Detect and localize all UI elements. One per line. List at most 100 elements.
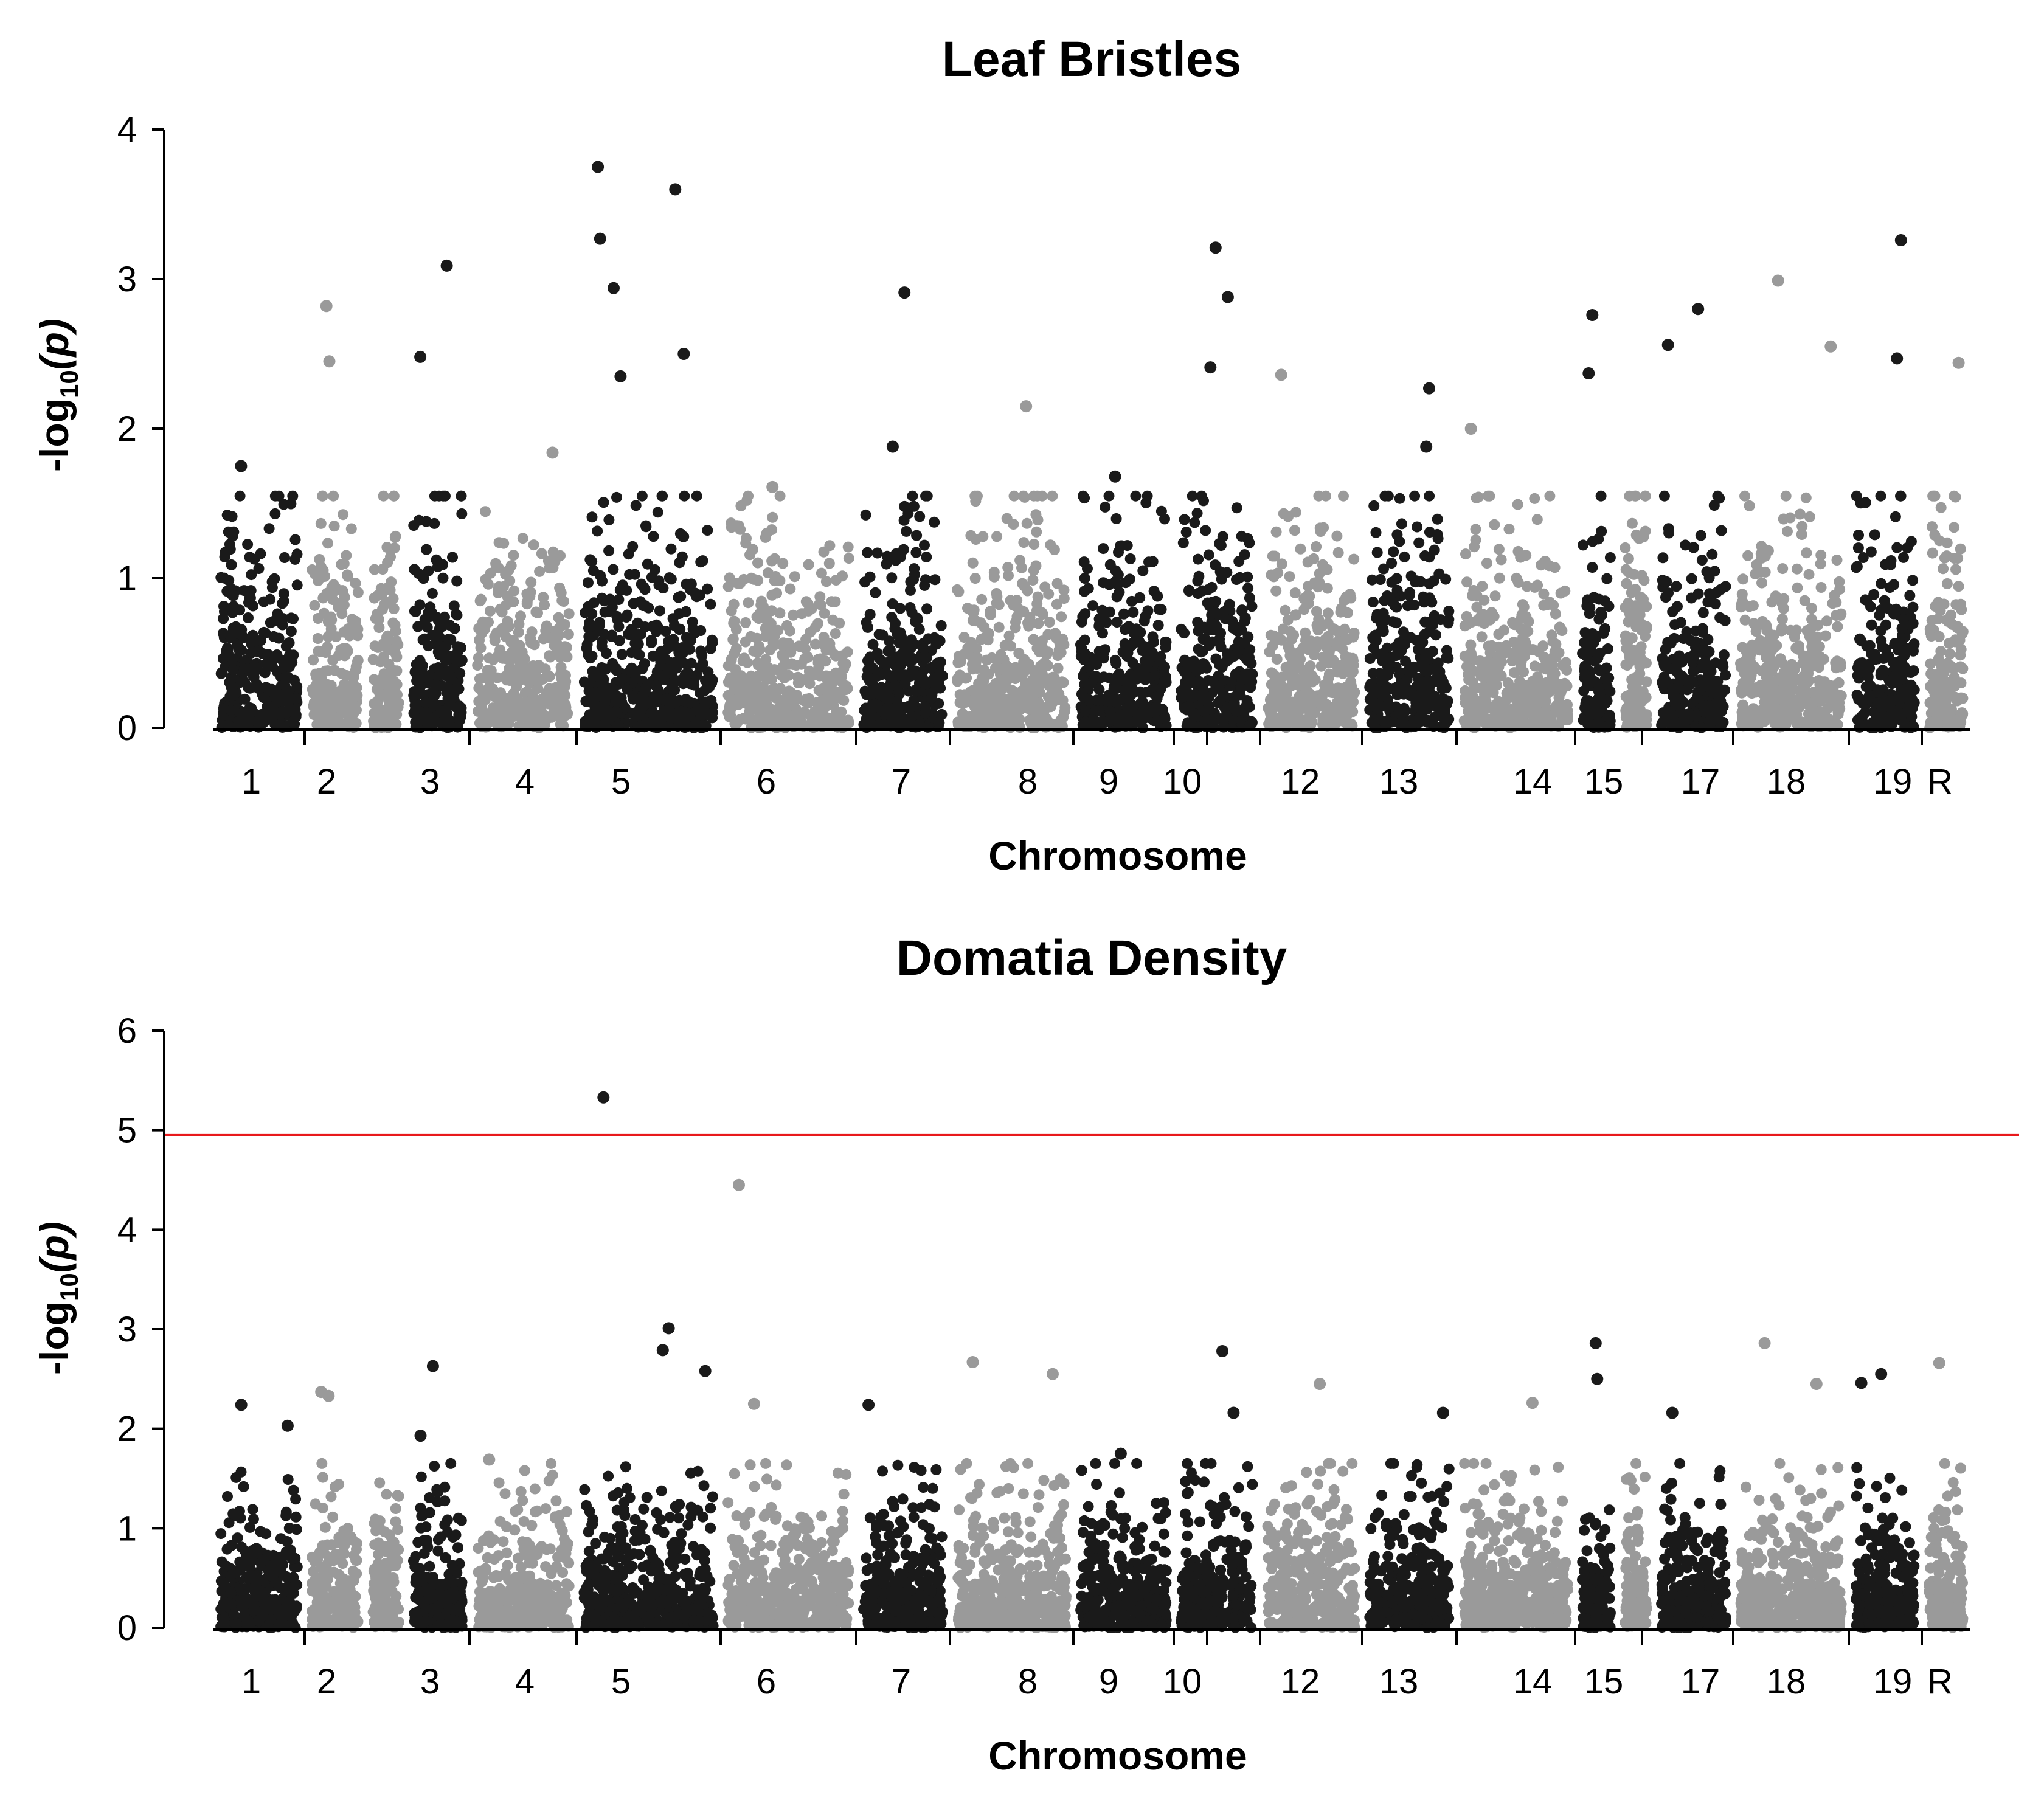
snp-point: [1378, 673, 1390, 685]
snp-point: [429, 517, 440, 529]
snp-point: [653, 579, 665, 590]
snp-point: [563, 608, 575, 620]
snp-point: [1673, 668, 1685, 680]
snp-point: [1719, 615, 1731, 626]
snp-point: [766, 605, 777, 617]
snp-point: [1322, 583, 1333, 594]
snp-point: [1411, 575, 1422, 587]
snp-point: [1518, 601, 1530, 613]
snp-point: [884, 656, 896, 667]
snp-point: [761, 674, 772, 685]
snp-point: [830, 628, 841, 639]
snp-point: [1716, 703, 1727, 714]
snp-point: [1179, 666, 1190, 677]
snp-point: [1590, 677, 1602, 688]
snp-point: [1621, 721, 1632, 733]
snp-point: [920, 490, 931, 502]
snp-point: [309, 568, 320, 579]
snp-point: [554, 582, 566, 593]
snp-point: [813, 685, 825, 696]
snp-point: [814, 591, 826, 603]
snp-point: [608, 683, 619, 695]
snp-point: [633, 649, 645, 660]
snp-point: [870, 587, 881, 598]
snp-point: [862, 547, 873, 558]
snp-point: [313, 613, 324, 624]
snp-point: [258, 596, 269, 607]
snp-point: [1005, 640, 1016, 652]
snp-point: [1379, 490, 1391, 502]
snp-point: [643, 602, 654, 614]
snp-point: [760, 531, 771, 543]
snp-point: [777, 649, 788, 661]
snp-point: [1019, 491, 1030, 503]
snp-point: [539, 663, 551, 675]
snp-point: [1441, 652, 1452, 663]
snp-point: [227, 664, 239, 676]
snp-point: [673, 647, 685, 659]
snp-point: [1319, 679, 1331, 691]
snp-point: [698, 709, 709, 721]
snp-point: [1747, 600, 1759, 612]
snp-point: [1604, 685, 1615, 697]
snp-point: [1398, 702, 1410, 714]
snp-point: [1278, 508, 1289, 519]
snp-point: [1705, 595, 1717, 607]
snp-point: [730, 643, 742, 654]
snp-point: [1346, 680, 1357, 692]
snp-point: [502, 651, 513, 663]
snp-point: [1042, 646, 1054, 658]
snp-point: [429, 490, 440, 502]
snp-point: [599, 694, 611, 706]
snp-point: [232, 716, 243, 728]
snp-point: [883, 682, 895, 694]
snp-point: [774, 490, 786, 502]
snp-point: [775, 719, 786, 730]
snp-point: [1697, 607, 1709, 618]
snp-point: [343, 713, 355, 724]
snp-point: [1529, 493, 1540, 504]
snp-point: [1720, 581, 1731, 592]
snp-point: [1493, 544, 1505, 555]
snp-point: [263, 523, 275, 534]
snp-point: [1030, 509, 1042, 521]
snp-point: [995, 663, 1006, 675]
snp-point: [541, 632, 553, 643]
snp-point: [1739, 668, 1750, 680]
snp-point: [333, 601, 344, 613]
snp-point: [1246, 676, 1258, 688]
snp-point: [727, 634, 739, 645]
snp-point: [730, 664, 741, 676]
snp-point: [1624, 490, 1635, 502]
snp-point: [1835, 657, 1846, 669]
snp-point: [1640, 490, 1651, 502]
snp-point: [437, 572, 449, 584]
snp-point: [595, 570, 606, 581]
snp-point: [352, 690, 363, 701]
snp-point: [1368, 500, 1380, 511]
snp-point: [283, 661, 295, 673]
snp-point: [746, 670, 757, 682]
snp-point: [420, 516, 432, 527]
snp-point: [1391, 529, 1403, 541]
snp-point: [1777, 563, 1789, 575]
snp-point: [1394, 718, 1405, 729]
snp-point: [448, 600, 460, 612]
snp-point: [412, 621, 424, 632]
snp-point: [1076, 643, 1087, 654]
snp-point: [536, 693, 548, 705]
snp-point: [929, 574, 941, 586]
snp-point: [1443, 606, 1455, 617]
snp-point: [1242, 655, 1253, 666]
snp-point: [1810, 635, 1821, 647]
snp-point: [1756, 552, 1767, 564]
snp-point: [774, 665, 785, 676]
snp-point: [1657, 552, 1669, 564]
snp-point: [1024, 612, 1036, 623]
snp-point: [1627, 694, 1638, 706]
snp-point: [491, 561, 502, 572]
snp-point: [1587, 536, 1598, 547]
snp-point: [681, 578, 692, 590]
snp-point: [1328, 687, 1339, 699]
